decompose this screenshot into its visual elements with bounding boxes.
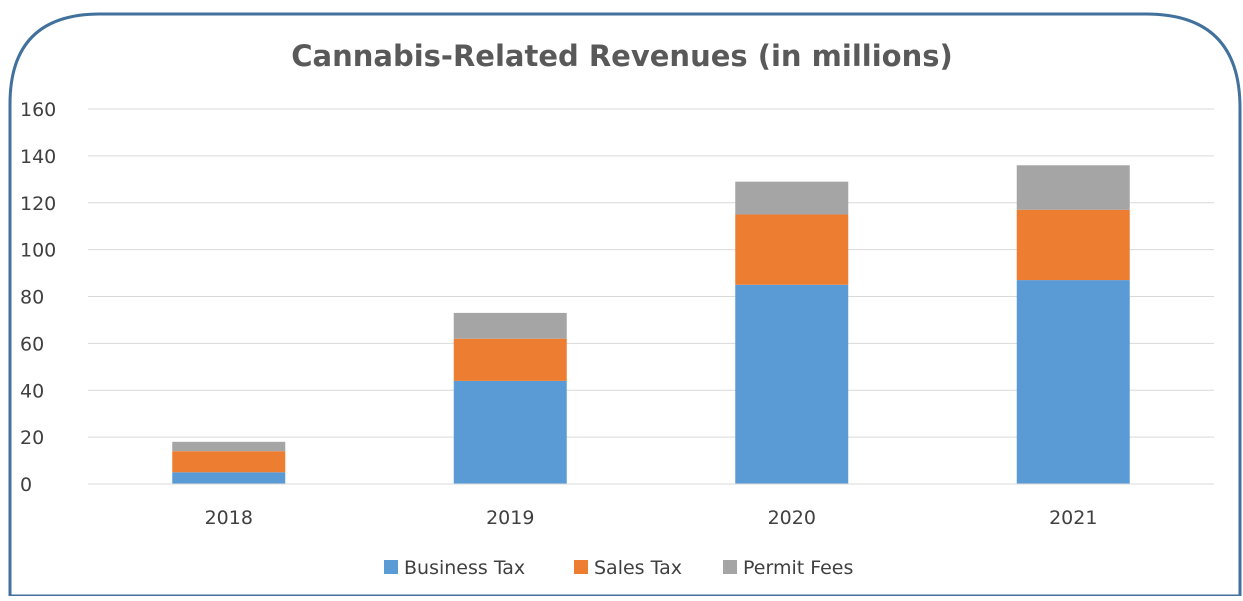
bar-sales-tax-2018 (172, 451, 286, 473)
y-tick-label: 20 (20, 427, 44, 449)
legend-swatch (384, 560, 398, 574)
bar-permit-fees-2019 (453, 312, 567, 339)
legend-swatch (723, 560, 737, 574)
y-tick-label: 160 (20, 99, 56, 121)
y-tick-label: 120 (20, 193, 56, 215)
y-tick-label: 140 (20, 146, 56, 168)
x-tick-label: 2018 (205, 507, 253, 529)
bar-sales-tax-2019 (453, 338, 567, 381)
bar-business-tax-2018 (172, 472, 286, 484)
y-axis-tick-labels: 0 20 40 60 80 100 120 140 160 (20, 99, 56, 496)
legend-swatch (574, 560, 588, 574)
y-tick-label: 100 (20, 240, 56, 262)
bar-permit-fees-2020 (735, 181, 849, 215)
bar-permit-fees-2018 (172, 441, 286, 452)
legend-label: Sales Tax (594, 557, 682, 579)
x-tick-label: 2021 (1049, 507, 1097, 529)
bar-business-tax-2021 (1016, 280, 1130, 484)
bar-sales-tax-2021 (1016, 209, 1130, 281)
x-tick-label: 2020 (768, 507, 816, 529)
y-tick-label: 0 (20, 474, 32, 496)
legend: Business Tax Sales Tax Permit Fees (384, 557, 853, 579)
chart-frame (8, 12, 1242, 598)
y-tick-label: 40 (20, 380, 44, 402)
x-tick-label: 2019 (486, 507, 534, 529)
chart-title: Cannabis-Related Revenues (in millions) (291, 39, 953, 73)
bar-sales-tax-2020 (735, 214, 849, 285)
bar-permit-fees-2021 (1016, 165, 1130, 210)
bar-business-tax-2020 (735, 284, 849, 484)
legend-label: Business Tax (404, 557, 525, 579)
y-tick-label: 80 (20, 287, 44, 309)
bar-business-tax-2019 (453, 380, 567, 484)
legend-label: Permit Fees (743, 557, 853, 579)
y-tick-label: 60 (20, 333, 44, 355)
bars (172, 165, 1130, 484)
x-axis-tick-labels: 2018 2019 2020 2021 (205, 507, 1098, 529)
